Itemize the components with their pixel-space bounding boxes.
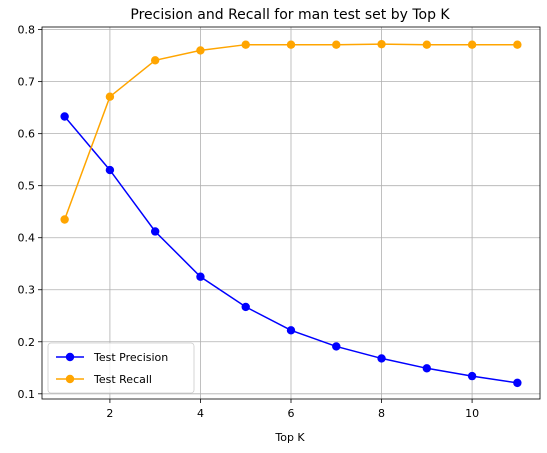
data-point: [196, 46, 205, 55]
data-point: [196, 272, 205, 281]
series-precision: [60, 112, 522, 388]
data-point: [105, 92, 115, 101]
data-point: [105, 165, 115, 175]
data-point: [286, 326, 296, 335]
y-tick-label: 0.7: [18, 76, 36, 89]
data-point: [150, 56, 160, 65]
data-point: [422, 40, 432, 49]
y-tick-label: 0.6: [18, 128, 36, 141]
series: [60, 39, 522, 388]
x-tick-label: 6: [288, 407, 295, 420]
y-tick-label: 0.5: [18, 180, 36, 193]
ticks: 2 4 6 8 10 0.1 0.2 0.3 0.4 0.5 0.6 0.7 0.8: [18, 24, 480, 420]
legend-label: Test Precision: [93, 351, 168, 364]
y-tick-label: 0.2: [18, 336, 36, 349]
legend-item: Test Precision: [56, 351, 168, 364]
data-point: [467, 371, 477, 381]
data-point: [377, 39, 386, 49]
x-tick-label: 2: [106, 407, 113, 420]
data-point: [241, 40, 250, 49]
legend: Test Precision Test Recall: [47, 342, 195, 394]
x-tick-label: 10: [465, 407, 479, 420]
data-point: [150, 227, 160, 236]
x-tick-label: 8: [378, 407, 385, 420]
chart-title: Precision and Recall for man test set by…: [130, 7, 450, 23]
data-point: [467, 40, 477, 49]
y-tick-label: 0.8: [18, 24, 36, 37]
y-tick-label: 0.1: [18, 388, 36, 401]
data-point: [377, 354, 386, 363]
x-axis-label: Top K: [274, 431, 305, 444]
series-recall: [60, 39, 522, 224]
legend-box: [47, 342, 195, 394]
x-tick-label: 4: [197, 407, 204, 420]
data-point: [513, 378, 522, 388]
data-point: [422, 364, 432, 373]
data-point: [241, 302, 250, 312]
y-tick-label: 0.4: [18, 232, 36, 245]
data-point: [60, 215, 69, 224]
data-point: [60, 112, 69, 121]
data-point: [332, 40, 341, 49]
data-point: [286, 40, 296, 49]
grid: [42, 27, 540, 399]
legend-label: Test Recall: [93, 373, 152, 386]
legend-item: Test Recall: [56, 373, 152, 386]
data-point: [513, 40, 522, 49]
y-tick-label: 0.3: [18, 284, 36, 297]
legend-marker: [65, 352, 75, 362]
data-point: [332, 342, 341, 351]
legend-marker: [65, 374, 75, 384]
